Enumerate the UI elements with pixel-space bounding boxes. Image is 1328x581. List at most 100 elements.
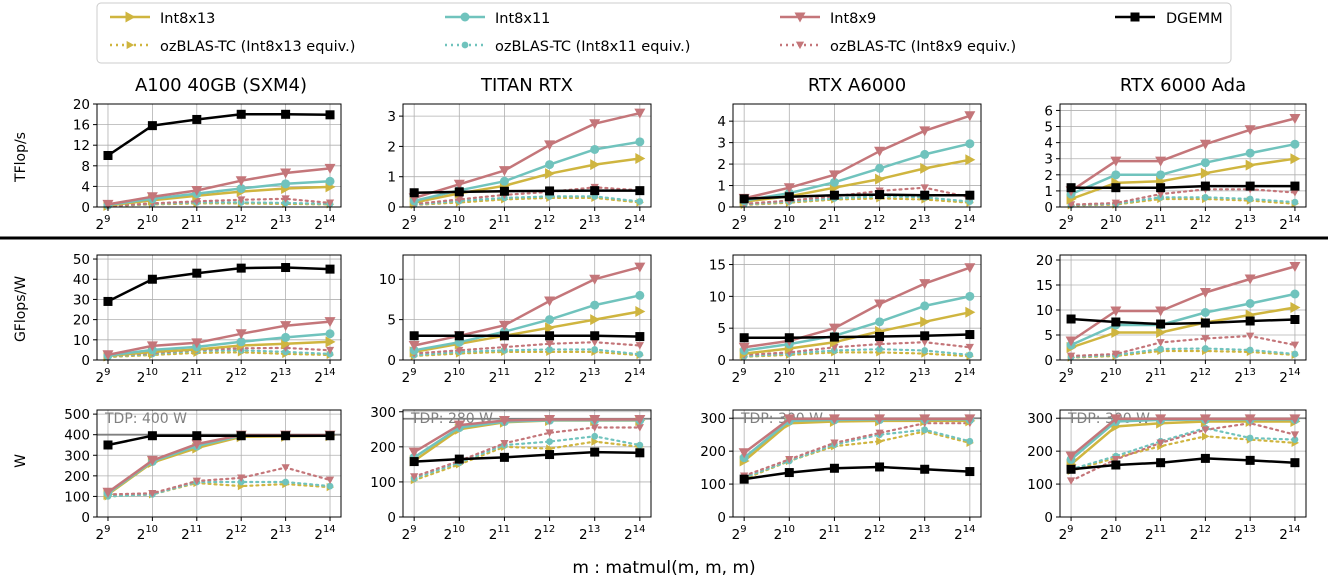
x-tick-label: 214 [624,214,645,233]
point-ozblas-tc-int8x11-equiv [921,347,929,354]
point-dgemm [1200,453,1210,463]
series-line-dgemm [414,450,640,463]
point-dgemm [635,332,645,342]
series-line-int8x13 [413,157,640,204]
point-ozblas-tc-int8x9-equiv [920,338,929,347]
series-line-dgemm [107,266,331,303]
point-int8x9 [919,414,931,425]
legend-oz11: ozBLAS-TC (Int8x11 equiv.) [495,39,690,55]
point-int8x11 [920,301,930,311]
point-ozblas-tc-int8x9-equiv [325,346,335,355]
point-int8x9 [1289,262,1301,272]
point-int8x13 [1290,153,1301,165]
series-line-ozblas-tc-int8x13-equiv [413,350,641,358]
series-line-ozblas-tc-int8x13-equiv [413,196,641,206]
point-ozblas-tc-int8x9-equiv [965,343,974,352]
x-tick-label: 212 [864,214,885,233]
point-int8x9 [498,416,510,427]
axes-frame [1059,409,1307,518]
point-dgemm [192,114,202,124]
point-ozblas-tc-int8x11-equiv [1291,436,1299,444]
y-tick-label: 6 [1044,103,1053,119]
x-tick-label: 210 [1100,214,1121,233]
point-ozblas-tc-int8x11-equiv [636,441,644,449]
x-tick-label: 213 [909,367,930,386]
legend-frame [96,2,1232,64]
series-line-int8x13 [1070,420,1295,466]
point-ozblas-tc-int8x11-equiv [966,198,974,206]
y-tick-label: 500 [64,407,90,423]
series-line-int8x9 [413,418,640,454]
point-dgemm [1290,458,1300,468]
point-ozblas-tc-int8x9-equiv [192,197,201,206]
y-tick-label: 400 [64,428,90,444]
point-ozblas-tc-int8x11-equiv [1202,193,1209,201]
y-tick-label: 200 [1027,444,1053,460]
point-ozblas-tc-int8x9-equiv [237,196,246,204]
x-tick-label: 213 [579,367,600,386]
point-int8x9 [1244,125,1256,136]
x-tick-label: 211 [1145,524,1166,543]
series-line-ozblas-tc-int8x9-equiv [1069,422,1297,482]
x-tick-label: 212 [226,214,247,233]
point-ozblas-tc-int8x11-equiv [326,482,334,490]
axes-frame [1059,103,1307,208]
point-ozblas-tc-int8x9-equiv [1156,339,1165,347]
legend-marker-ozblas-tc-int8x13-equiv [126,40,135,50]
point-dgemm [545,186,555,196]
point-dgemm [829,190,839,200]
axes-frame [96,103,342,208]
y-tick-label: 300 [64,448,90,464]
point-dgemm [590,447,600,457]
axes-frame [402,409,652,518]
point-int8x9 [738,448,750,459]
x-tick-label: 29 [95,524,110,543]
point-int8x9 [1199,139,1211,150]
point-int8x13 [1200,167,1211,179]
point-int8x13 [590,159,601,171]
point-ozblas-tc-int8x9-equiv [237,474,246,483]
point-int8x11 [635,137,645,147]
point-int8x13 [545,168,556,180]
point-int8x9 [589,274,601,285]
point-int8x9 [964,263,976,274]
x-tick-label: 214 [1279,367,1300,386]
x-tick-label: 210 [444,524,465,543]
series-line-int8x11 [107,332,331,357]
x-axis-label: m : matmul(m, m, m) [572,558,755,578]
series-line-int8x9 [107,320,331,357]
x-tick-label: 29 [402,367,417,386]
point-dgemm [454,454,464,464]
series-line-int8x13 [743,419,970,462]
point-dgemm [829,332,839,342]
point-int8x9 [874,146,886,157]
point-int8x9 [191,439,203,450]
point-dgemm [325,431,335,441]
axes-frame [732,254,982,361]
point-dgemm [409,331,419,341]
series-line-int8x11 [413,294,641,352]
point-int8x9 [828,323,840,334]
point-dgemm [1245,455,1255,465]
point-int8x9 [408,447,420,458]
series-line-dgemm [744,465,970,481]
point-int8x11 [875,317,885,327]
point-dgemm [739,194,749,204]
x-tick-label: 212 [864,367,885,386]
point-dgemm [1111,317,1121,327]
point-dgemm [1290,315,1300,324]
series-line-int8x13 [107,434,331,496]
subplot-1-0: 0 10 20 30 40 50 29 210 211 212 213 214 [73,252,342,386]
point-dgemm [103,151,113,160]
series-line-ozblas-tc-int8x9-equiv [1069,188,1297,206]
x-tick-label: 210 [444,367,465,386]
point-ozblas-tc-int8x9-equiv [1290,341,1300,350]
point-int8x9 [1199,414,1211,425]
legend-marker-int8x11 [460,12,470,22]
point-dgemm [281,431,291,441]
y-tick-label: 0 [81,200,90,216]
point-ozblas-tc-int8x9-equiv [920,184,929,192]
legend-int8x9: Int8x9 [830,11,876,27]
point-ozblas-tc-int8x9-equiv [875,429,884,438]
